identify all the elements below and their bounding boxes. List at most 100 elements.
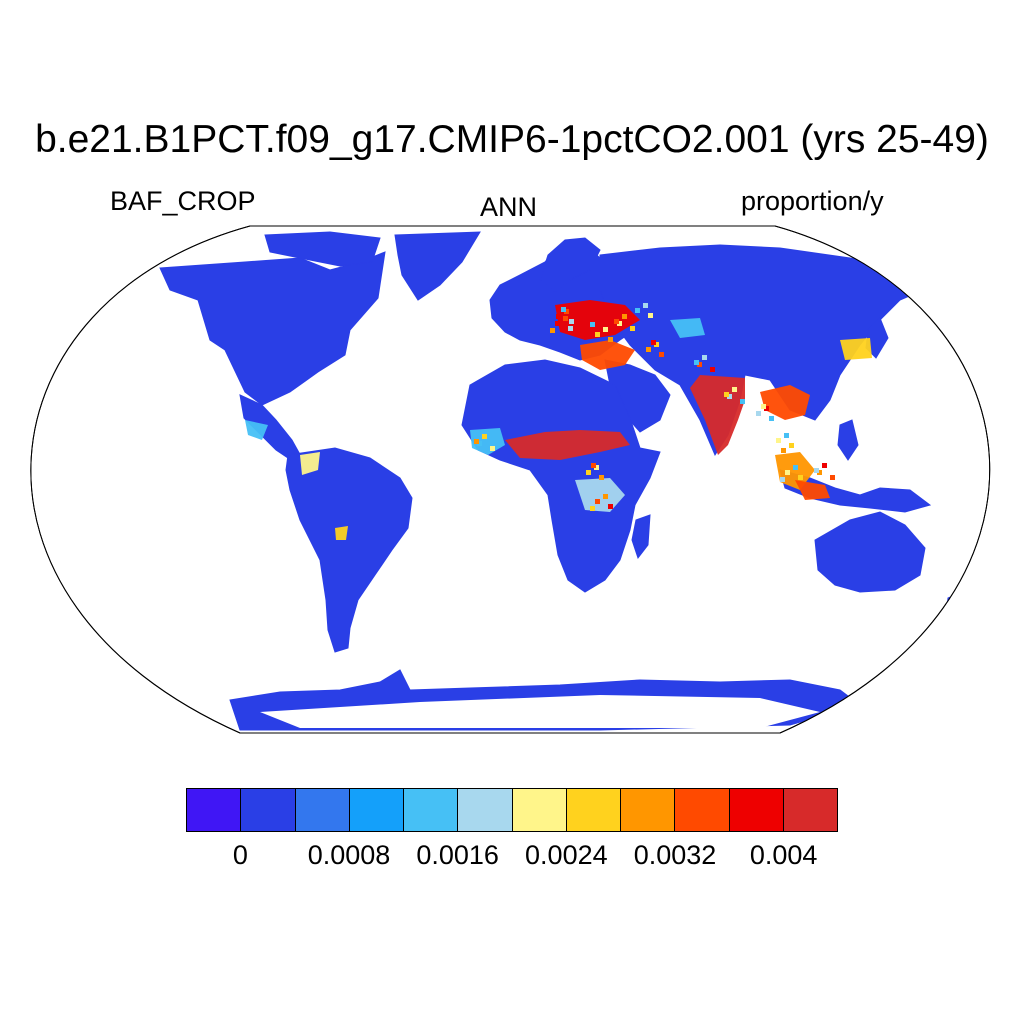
colorbar-tick-label: 0.004 xyxy=(749,840,818,870)
antarctic-coast-ice xyxy=(260,695,820,728)
hotspot-speckle xyxy=(617,321,622,326)
hotspot-speckle xyxy=(630,326,635,331)
hotspot-speckle xyxy=(555,321,560,326)
hotspot-speckle xyxy=(814,468,819,473)
units-label: proportion/y xyxy=(741,186,884,216)
colorbar-swatch xyxy=(783,789,837,831)
hotspot-speckle xyxy=(702,355,707,360)
land-layer xyxy=(159,231,969,731)
hotspot-speckle xyxy=(630,315,635,320)
hotspot-speckle xyxy=(614,319,619,324)
hotspot-speckle xyxy=(769,416,774,421)
colorbar-swatch xyxy=(404,789,459,831)
hotspot-speckle xyxy=(651,340,656,345)
hotspot-speckle xyxy=(556,314,561,319)
map-frame-outline xyxy=(30,225,991,734)
hotspot-speckle xyxy=(764,406,769,411)
hotspot-speckle xyxy=(474,439,479,444)
hotspot-speckle xyxy=(761,404,766,409)
land-philippines xyxy=(837,419,859,461)
hotspot-speckle xyxy=(477,441,482,446)
hotspot-speckle xyxy=(590,322,595,327)
hotspot-korea xyxy=(840,338,872,360)
land-arctic-islands xyxy=(264,231,381,267)
hotspot-speckle xyxy=(732,387,737,392)
land-south-america xyxy=(285,447,413,653)
hotspot-speckle xyxy=(780,477,785,482)
burned-area-hotspots xyxy=(245,300,872,540)
colorbar-swatch xyxy=(675,789,730,831)
hotspot-speckle xyxy=(568,326,573,331)
hotspot-colombia xyxy=(300,452,320,475)
colorbar-swatch xyxy=(241,789,296,831)
hotspot-indonesia xyxy=(795,480,830,500)
hotspot-speckle xyxy=(603,494,608,499)
land-madagascar xyxy=(631,514,651,560)
colorbar-swatch xyxy=(187,789,242,831)
colorbar-tick-label: 0.0032 xyxy=(633,840,717,870)
hotspot-speckle xyxy=(817,470,822,475)
hotspot-mexico xyxy=(245,420,268,440)
colorbar-swatch xyxy=(512,789,567,831)
hotspot-speckle xyxy=(635,308,640,313)
hotspot-speckle xyxy=(608,504,613,509)
land-north-america xyxy=(159,251,386,406)
colorbar-tick-label: 0 xyxy=(232,840,248,870)
hotspot-speckle xyxy=(694,360,699,365)
hotspot-speckle xyxy=(550,328,555,333)
variable-label: BAF_CROP xyxy=(110,186,256,216)
land-africa xyxy=(461,359,661,593)
hotspot-turkey xyxy=(580,340,635,370)
hotspot-speckle xyxy=(564,309,569,314)
hotspot-speckle xyxy=(781,448,786,453)
hotspot-speckle xyxy=(789,443,794,448)
hotspot-speckle xyxy=(659,352,664,357)
hotspot-speckle xyxy=(740,399,745,404)
hotspot-central-asia xyxy=(670,318,705,338)
hotspot-speckle xyxy=(697,362,702,367)
hotspot-speckle xyxy=(648,313,653,318)
colorbar-swatch xyxy=(729,789,784,831)
hotspot-west-africa xyxy=(470,428,505,455)
hotspot-europe xyxy=(555,300,640,340)
hotspot-speckle xyxy=(563,316,568,321)
hotspot-speckle xyxy=(756,411,761,416)
hotspot-speckle xyxy=(490,446,495,451)
plot-title: b.e21.B1PCT.f09_g17.CMIP6-1pctCO2.001 (y… xyxy=(35,118,989,161)
colorbar-swatch xyxy=(295,789,350,831)
colorbar-tick-label: 0.0024 xyxy=(525,840,608,870)
hotspot-speckle xyxy=(727,394,732,399)
hotspot-speckle xyxy=(643,303,648,308)
hotspot-china xyxy=(760,385,810,420)
colorbar-swatch xyxy=(566,789,621,831)
hotspot-speckle xyxy=(482,434,487,439)
colorbar-tick-label: 0.0016 xyxy=(416,840,499,870)
hotspot-speckle xyxy=(785,470,790,475)
hotspot-speckle xyxy=(724,392,729,397)
hotspot-speckle xyxy=(654,342,659,347)
hotspot-speckle xyxy=(591,463,596,468)
hotspot-speckle xyxy=(561,307,566,312)
hotspot-speckle xyxy=(595,499,600,504)
season-label: ANN xyxy=(480,192,538,222)
hotspot-sahel xyxy=(505,430,630,460)
hotspot-speckle xyxy=(586,470,591,475)
hotspot-central-africa xyxy=(575,478,625,512)
hotspot-speckle xyxy=(784,433,789,438)
hotspot-speckle xyxy=(822,463,827,468)
land-scandinavia xyxy=(539,237,601,293)
hotspot-speckle xyxy=(710,367,715,372)
colorbar-swatch xyxy=(349,789,404,831)
hotspot-speckle xyxy=(646,347,651,352)
hotspot-speckle xyxy=(603,327,608,332)
hotspot-speckle xyxy=(793,465,798,470)
hotspot-speckle xyxy=(608,337,613,342)
hotspot-speckle xyxy=(590,506,595,511)
colorbar xyxy=(186,788,838,832)
hotspot-south-america xyxy=(335,526,348,540)
hotspot-speckle xyxy=(595,332,600,337)
hotspot-speckle xyxy=(594,465,599,470)
hotspot-speckle xyxy=(622,314,627,319)
hotspot-speckle xyxy=(830,475,835,480)
